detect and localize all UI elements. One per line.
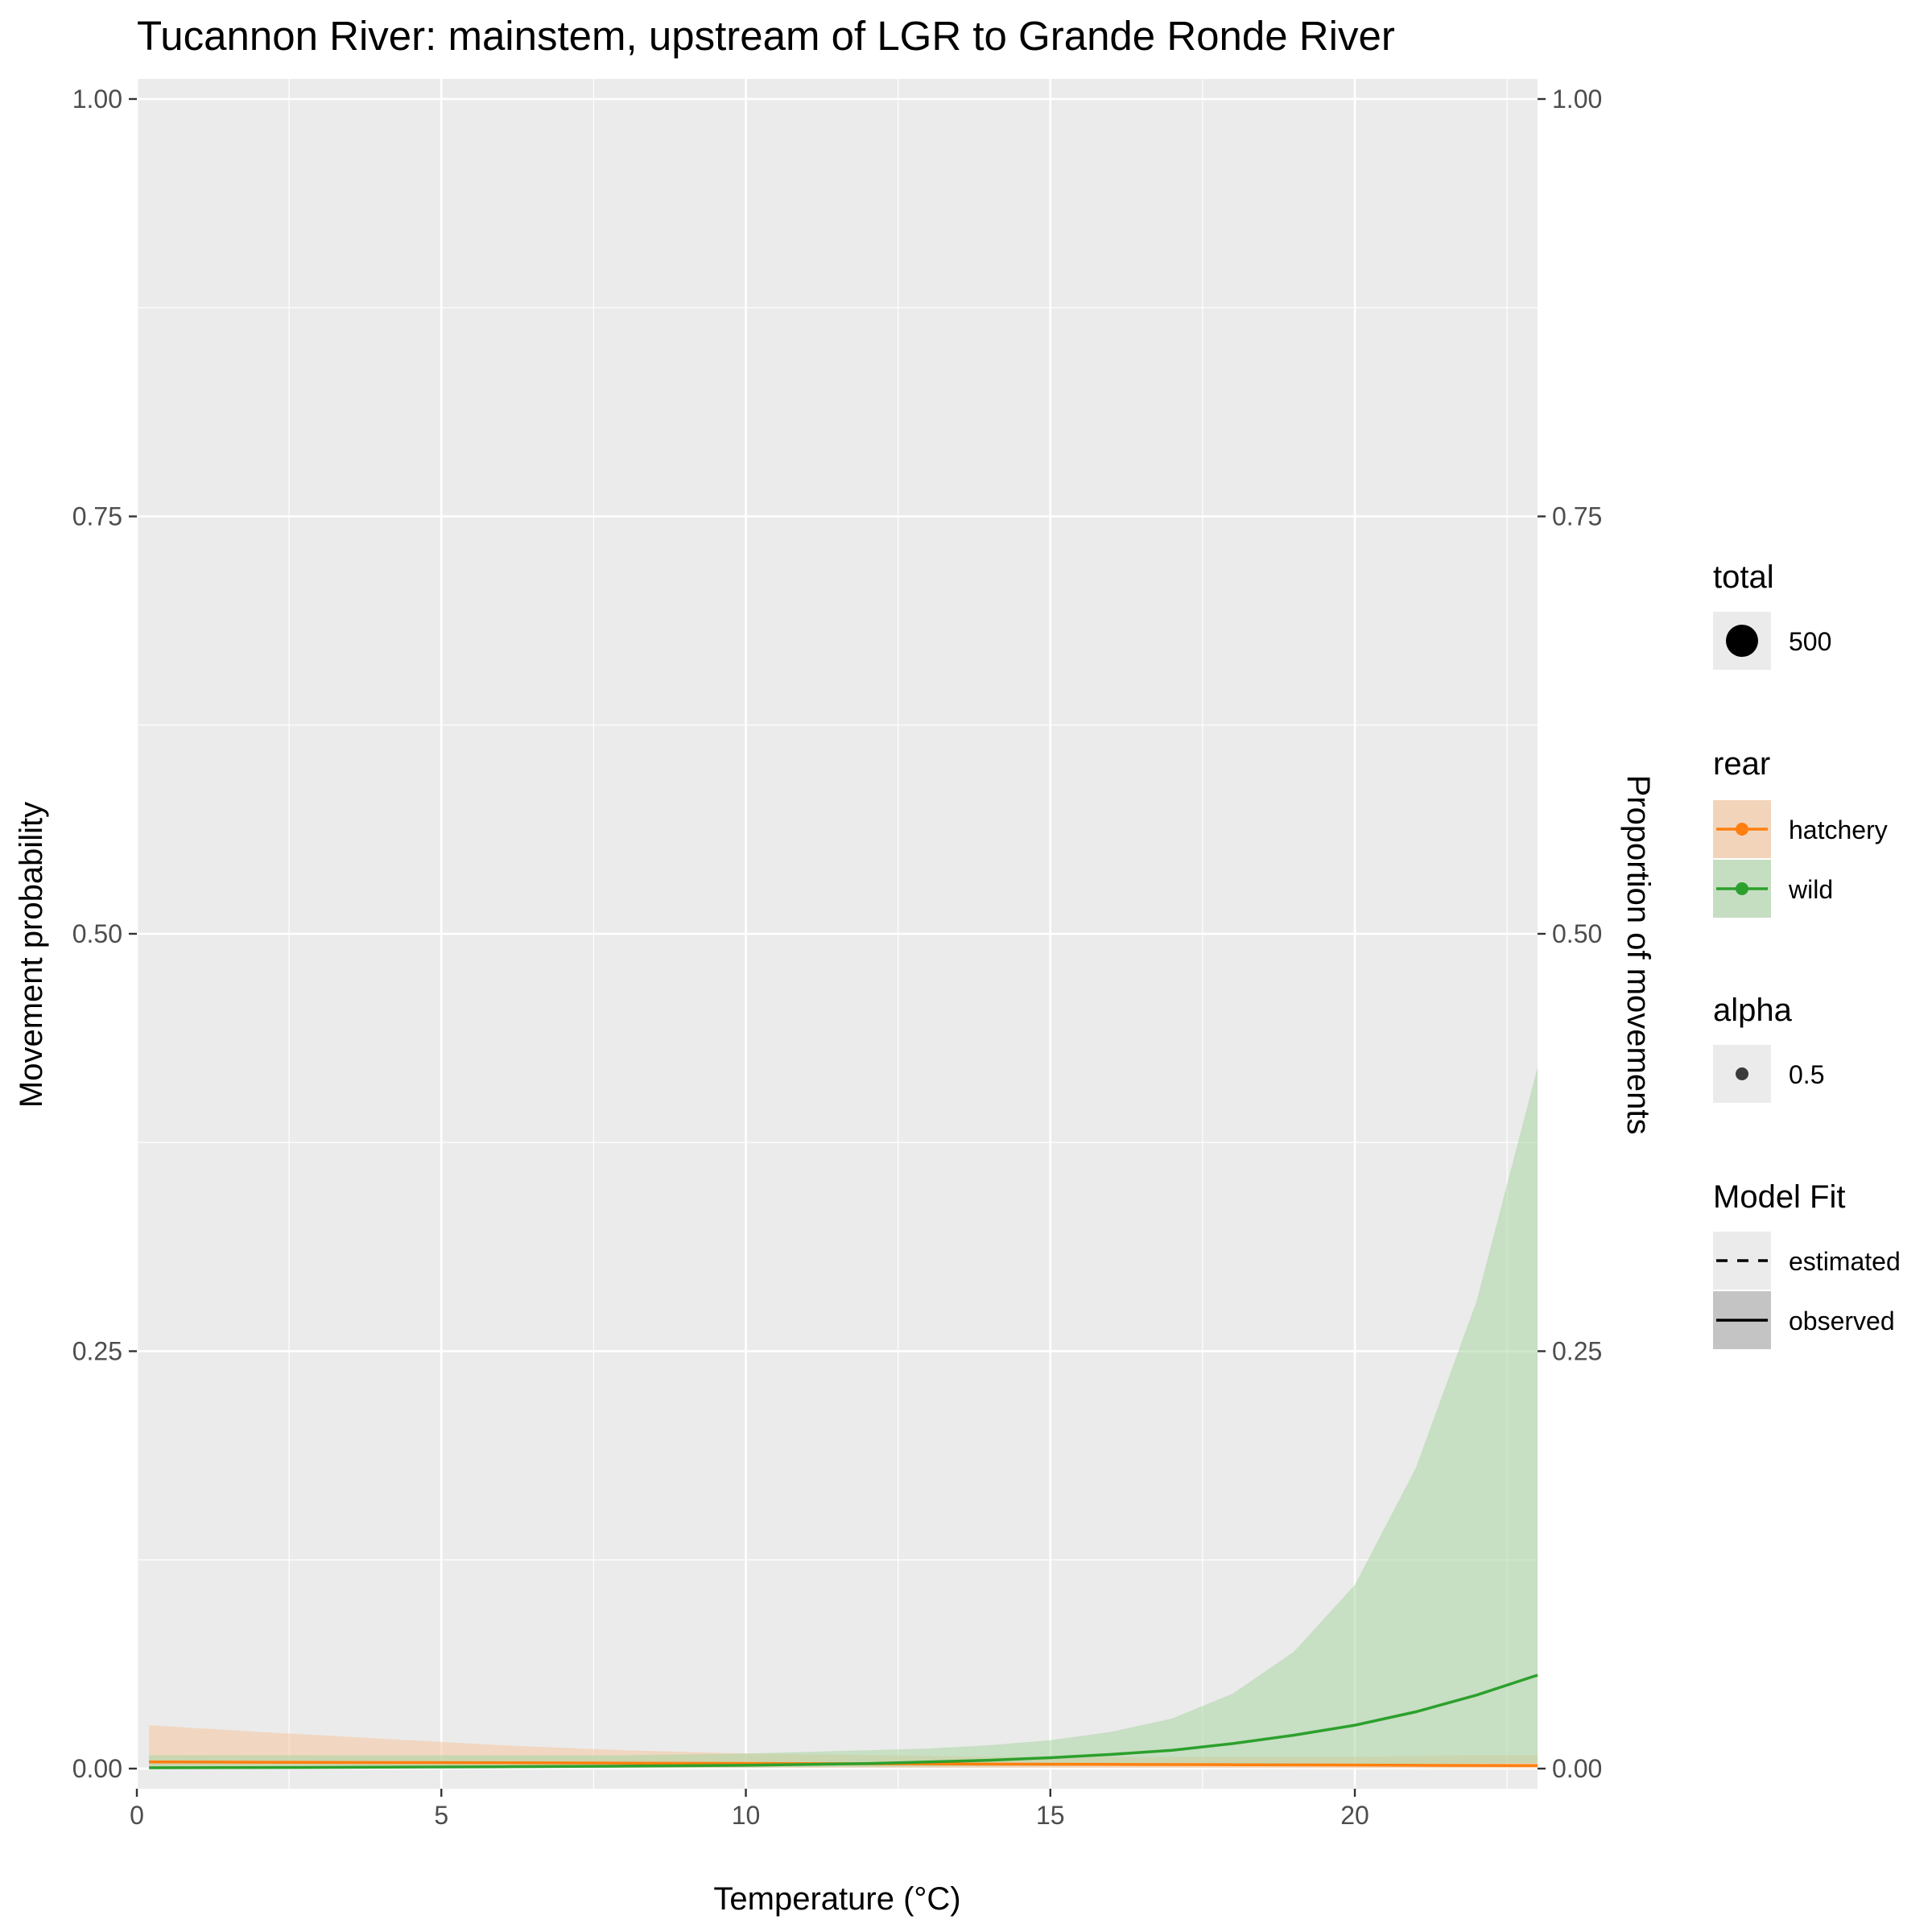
x-axis: 0 5 10 15 20 <box>130 1789 1369 1830</box>
y-tick-label-left: 0.25 <box>72 1337 122 1366</box>
y-tick-label-left: 0.50 <box>72 919 122 948</box>
legend-model-fit-estimated-label: estimated <box>1789 1247 1901 1276</box>
y-tick-label-right: 0.50 <box>1552 919 1602 948</box>
legend-total-size-icon <box>1726 625 1758 657</box>
y-axis-title: Movement probability <box>14 802 49 1108</box>
legend-total-label: 500 <box>1789 627 1831 656</box>
line-hatchery <box>149 1760 1538 1768</box>
y-tick-label-right: 0.75 <box>1552 502 1602 531</box>
confidence-bands <box>149 1067 1538 1769</box>
x-tick-label: 0 <box>130 1801 144 1830</box>
legend-model-fit-observed-label: observed <box>1789 1307 1895 1335</box>
legend-rear-hatchery-label: hatchery <box>1789 815 1888 844</box>
legend-alpha-point-icon <box>1736 1067 1748 1080</box>
x-axis-title: Temperature (°C) <box>713 1881 960 1917</box>
y-tick-label-right: 1.00 <box>1552 85 1602 114</box>
legend-alpha: alpha 0.5 <box>1713 993 1824 1103</box>
legend-total: total 500 <box>1713 559 1831 670</box>
chart-title: Tucannon River: mainstem, upstream of LG… <box>137 13 1395 59</box>
y-tick-label-left: 0.75 <box>72 502 122 531</box>
legend-model-fit-title: Model Fit <box>1713 1179 1846 1215</box>
legend-model-fit: Model Fit estimated observed <box>1713 1179 1901 1349</box>
series-lines <box>149 1674 1538 1769</box>
y-axis-left: 0.00 0.25 0.50 0.75 1.00 <box>72 85 137 1783</box>
x-tick-label: 5 <box>434 1801 448 1830</box>
y-axis-right: 0.00 0.25 0.50 0.75 1.00 <box>1538 85 1602 1783</box>
legend-alpha-label: 0.5 <box>1789 1060 1824 1089</box>
x-tick-label: 15 <box>1036 1801 1065 1830</box>
legend-rear: rear hatchery wild <box>1713 746 1888 918</box>
legend-rear-wild-point-icon <box>1736 882 1748 895</box>
x-tick-label: 20 <box>1340 1801 1369 1830</box>
legend-rear-title: rear <box>1713 746 1770 782</box>
y-tick-label-left: 0.00 <box>72 1754 122 1783</box>
y-tick-label-right: 0.00 <box>1552 1754 1602 1783</box>
x-tick-label: 10 <box>732 1801 761 1830</box>
legend-rear-hatchery-point-icon <box>1736 823 1748 836</box>
band-wild <box>149 1067 1538 1769</box>
y-tick-label-left: 1.00 <box>72 85 122 114</box>
legend-rear-wild-label: wild <box>1788 875 1833 904</box>
line-wild <box>149 1674 1538 1769</box>
y-axis-right-title: Proportion of movements <box>1620 775 1656 1135</box>
y-tick-label-right: 0.25 <box>1552 1337 1602 1366</box>
legend-total-title: total <box>1713 559 1774 595</box>
legend-alpha-title: alpha <box>1713 993 1793 1028</box>
